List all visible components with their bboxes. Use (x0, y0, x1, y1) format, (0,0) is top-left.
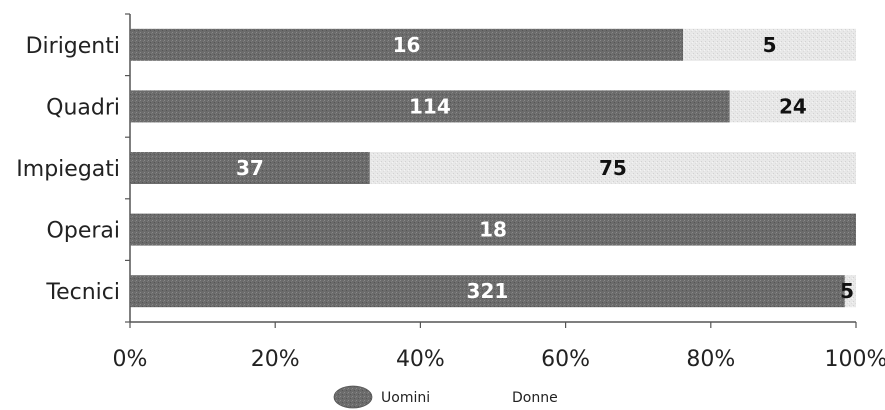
value-label-uomini-dirigenti: 16 (393, 33, 421, 57)
x-tick-label: 0% (113, 347, 148, 372)
legend: Uomini Donne (333, 385, 558, 409)
category-label-tecnici: Tecnici (45, 280, 120, 305)
bar-uomini-tecnici (130, 275, 845, 308)
value-labels: 16 5 114 24 37 75 18 321 5 (236, 33, 854, 303)
bar-donne-dirigenti (683, 28, 856, 61)
legend-swatch-uomini (333, 385, 373, 409)
y-axis-ticks (125, 13, 130, 323)
category-label-dirigenti: Dirigenti (26, 34, 120, 59)
bar-uomini-dirigenti (130, 28, 684, 61)
value-label-uomini-operai: 18 (479, 218, 507, 242)
value-label-donne-impiegati: 75 (599, 156, 627, 180)
x-tick-label: 60% (541, 347, 590, 372)
legend-label-uomini: Uomini (381, 390, 430, 406)
bar-donne-quadri (729, 90, 856, 123)
value-label-uomini-quadri: 114 (409, 94, 451, 118)
category-label-quadri: Quadri (46, 95, 120, 120)
x-tick-label: 100% (825, 347, 885, 372)
bars (130, 28, 856, 308)
category-label-impiegati: Impiegati (16, 157, 120, 182)
x-tick-label: 40% (396, 347, 445, 372)
bar-donne-tecnici (844, 275, 856, 308)
value-label-uomini-tecnici: 321 (467, 279, 509, 303)
category-label-operai: Operai (47, 219, 120, 244)
bar-uomini-quadri (130, 90, 730, 123)
value-label-donne-tecnici: 5 (840, 279, 854, 303)
x-axis-ticks: 0% 20% 40% 60% 80% 100% (113, 322, 885, 372)
x-tick-label: 20% (251, 347, 300, 372)
bar-uomini-operai (130, 213, 856, 246)
bar-donne-impiegati (369, 152, 856, 184)
value-label-donne-dirigenti: 5 (763, 33, 777, 57)
bar-uomini-impiegati (130, 152, 370, 184)
legend-label-donne: Donne (512, 390, 558, 406)
value-label-donne-quadri: 24 (779, 94, 807, 118)
category-labels: Dirigenti Quadri Impiegati Operai Tecnici (16, 34, 120, 305)
x-tick-label: 80% (686, 347, 735, 372)
value-label-uomini-impiegati: 37 (236, 156, 264, 180)
